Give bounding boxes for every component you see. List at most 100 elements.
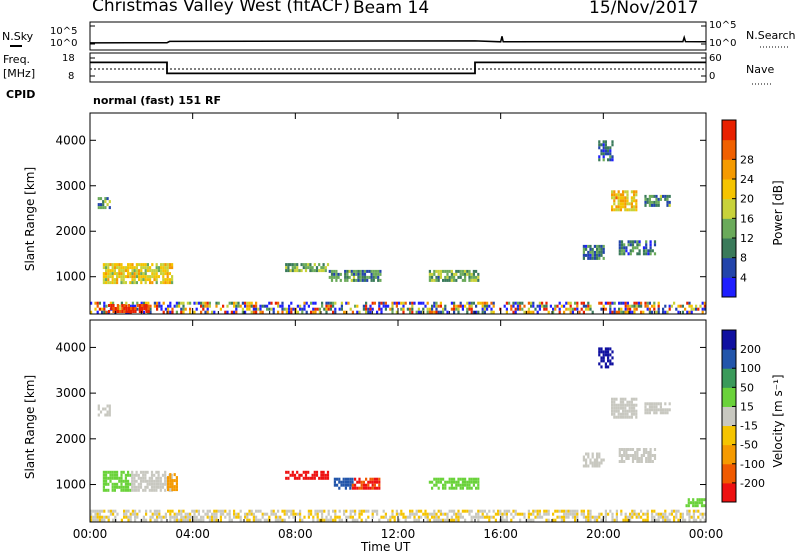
velocity-echo-cell — [127, 515, 130, 519]
velocity-echo-cell — [633, 397, 636, 401]
velocity-echo-cell — [314, 512, 317, 516]
power-echo-cell — [113, 269, 116, 273]
velocity-echo-cell — [574, 518, 577, 522]
velocity-colorbar-swatch — [722, 406, 736, 427]
power-echo-cell — [304, 266, 308, 270]
velocity-echo-cell — [124, 482, 127, 486]
velocity-echo-cell — [98, 509, 101, 513]
velocity-echo-cell — [259, 518, 262, 522]
velocity-echo-cell — [598, 350, 601, 354]
velocity-echo-cell — [598, 347, 601, 351]
velocity-echo-cell — [521, 512, 524, 516]
velocity-echo-cell — [311, 473, 314, 477]
power-echo-cell — [395, 310, 398, 314]
velocity-echo-cell — [326, 473, 330, 477]
velocity-echo-cell — [349, 509, 352, 513]
velocity-echo-cell — [622, 397, 625, 401]
power-echo-cell — [472, 272, 475, 276]
power-echo-cell — [402, 304, 405, 308]
power-echo-cell — [635, 190, 638, 194]
velocity-echo-cell — [437, 518, 440, 522]
power-echo-cell — [598, 250, 601, 254]
power-echo-cell — [124, 266, 127, 270]
velocity-echo-cell — [320, 473, 323, 477]
velocity-echo-cell — [472, 480, 475, 484]
power-echo-cell — [118, 275, 121, 279]
nave-bottom-tick: 0 — [709, 71, 716, 82]
velocity-echo-cell — [360, 512, 363, 516]
velocity-echo-cell — [344, 477, 347, 481]
velocity-echo-cell — [102, 473, 105, 477]
velocity-echo-cell — [291, 473, 294, 477]
power-echo-cell — [409, 310, 412, 314]
power-echo-cell — [140, 266, 143, 270]
velocity-echo-cell — [133, 473, 136, 477]
power-echo-cell — [461, 269, 464, 273]
velocity-echo-cell — [472, 515, 475, 519]
velocity-echo-cell — [155, 482, 158, 486]
power-echo-cell — [634, 240, 637, 244]
velocity-echo-cell — [213, 515, 216, 519]
velocity-echo-cell — [444, 512, 447, 516]
power-echo-cell — [622, 193, 625, 197]
power-echo-cell — [505, 310, 508, 314]
power-echo-cell — [351, 310, 354, 314]
power-echo-cell — [175, 301, 178, 305]
velocity-echo-cell — [139, 479, 143, 483]
power-echo-cell — [600, 253, 603, 257]
velocity-echo-cell — [624, 515, 627, 519]
power-echo-cell — [160, 266, 163, 270]
velocity-echo-cell — [622, 406, 625, 410]
power-echo-cell — [598, 140, 601, 144]
power-echo-cell — [118, 269, 121, 273]
velocity-echo-cell — [204, 512, 207, 516]
power-echo-cell — [569, 310, 572, 314]
power-echo-cell — [644, 197, 647, 201]
velocity-echo-cell — [131, 479, 134, 483]
power-echo-cell — [470, 272, 473, 276]
power-echo-cell — [662, 307, 665, 311]
velocity-echo-cell — [541, 515, 544, 519]
power-echo-cell — [618, 301, 621, 305]
velocity-echo-cell — [324, 473, 327, 477]
velocity-echo-cell — [131, 509, 134, 513]
power-echo-cell — [635, 199, 638, 203]
power-echo-cell — [461, 272, 464, 276]
velocity-echo-cell — [153, 482, 156, 486]
power-echo-cell — [107, 263, 110, 267]
velocity-echo-cell — [246, 515, 249, 519]
power-echo-cell — [266, 304, 269, 308]
power-echo-cell — [281, 307, 284, 311]
date-label: 15/Nov/2017 — [589, 0, 699, 18]
power-echo-cell — [450, 307, 453, 311]
power-echo-cell — [301, 307, 304, 311]
velocity-echo-cell — [94, 512, 97, 516]
velocity-echo-cell — [235, 515, 238, 519]
velocity-echo-cell — [109, 509, 112, 513]
power-echo-cell — [461, 307, 464, 311]
velocity-echo-cell — [486, 512, 489, 516]
velocity-echo-cell — [376, 477, 379, 481]
power-echo-cell — [468, 301, 471, 305]
velocity-echo-cell — [651, 460, 654, 463]
velocity-echo-cell — [96, 518, 99, 522]
power-echo-cell — [543, 307, 546, 311]
velocity-colorbar-frame — [721, 329, 737, 503]
power-echo-cell — [241, 310, 244, 314]
power-echo-cell — [134, 310, 137, 313]
power-echo-cell — [596, 244, 599, 248]
power-echo-cell — [141, 310, 144, 313]
velocity-echo-cell — [202, 509, 205, 513]
power-echo-cell — [121, 304, 124, 307]
velocity-echo-cell — [662, 518, 665, 522]
power-echo-cell — [125, 301, 128, 305]
power-echo-cell — [279, 304, 282, 308]
power-echo-cell — [481, 310, 484, 314]
velocity-echo-cell — [137, 485, 140, 489]
velocity-echo-cell — [139, 476, 143, 480]
velocity-echo-cell — [530, 512, 533, 516]
velocity-echo-cell — [413, 518, 416, 522]
velocity-echo-cell — [481, 515, 484, 519]
power-echo-cell — [202, 304, 205, 308]
power-echo-cell — [545, 301, 548, 305]
